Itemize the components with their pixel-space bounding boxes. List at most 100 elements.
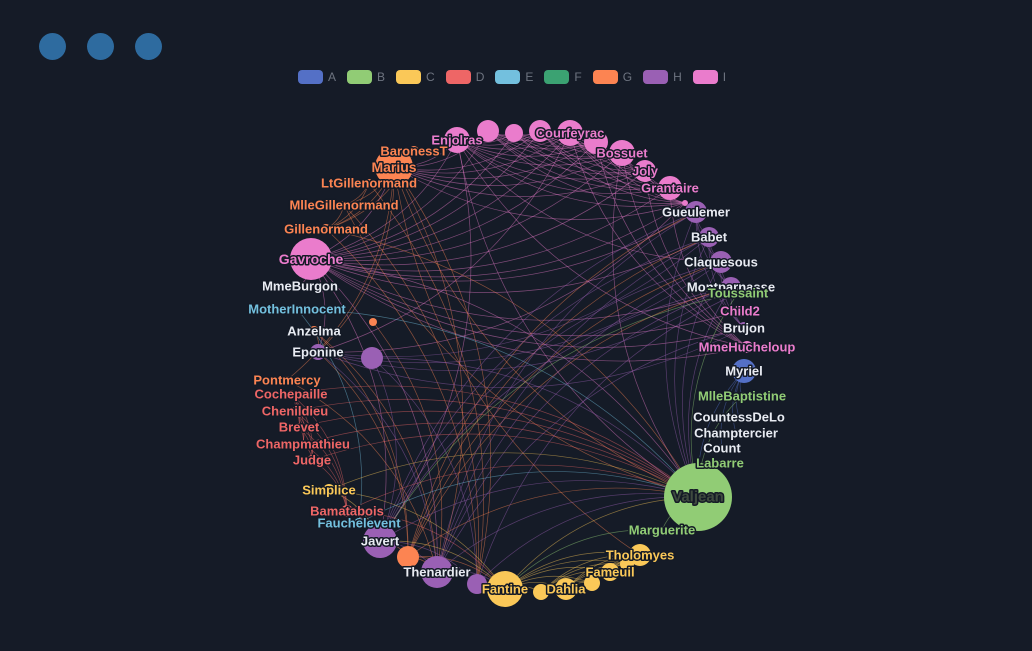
node-label-motherinnocent: MotherInnocent <box>248 302 346 317</box>
node-label-mmeburgon: MmeBurgon <box>262 279 338 294</box>
legend-swatch-C <box>396 70 422 84</box>
legend-label-C: C <box>426 70 435 84</box>
node-motherinnocent[interactable] <box>293 305 301 313</box>
node-joly[interactable] <box>634 160 656 182</box>
edge-mllegillenormand-valjean <box>343 204 699 498</box>
node-simplice[interactable] <box>323 484 335 496</box>
edge-cochepaille-valjean <box>290 385 699 498</box>
node-label-pontmercy: Pontmercy <box>253 373 321 388</box>
node-bamatabois[interactable] <box>341 505 353 517</box>
node-enjolras[interactable] <box>444 127 470 153</box>
edge-enjolras-bossuet <box>456 139 623 166</box>
node-myriel[interactable] <box>732 359 756 383</box>
edge-u2-joly <box>513 132 646 174</box>
node-eponine[interactable] <box>310 344 326 360</box>
node-dahlia[interactable] <box>555 578 577 600</box>
node-fantine[interactable] <box>487 571 523 607</box>
node-label-simplice: Simplice <box>302 483 355 498</box>
node-uy1[interactable] <box>533 584 549 600</box>
node-u4[interactable] <box>584 130 608 154</box>
node-toussaint[interactable] <box>734 289 742 297</box>
node-label-cochepaille: Cochepaille <box>255 387 328 402</box>
node-babet[interactable] <box>699 227 719 247</box>
edge-ltgillenormand-gillenormand <box>325 182 370 230</box>
legend-item-C[interactable]: C <box>396 70 435 84</box>
node-child2[interactable] <box>734 305 746 317</box>
edge-marius-eponine <box>317 166 395 353</box>
node-gavroche[interactable] <box>290 238 332 280</box>
node-mllegillenormand[interactable] <box>340 201 348 209</box>
edge-courfeyrac-marius <box>393 132 571 174</box>
node-mllebaptistine[interactable] <box>738 392 746 400</box>
legend-item-F[interactable]: F <box>544 70 582 84</box>
node-tholomyes[interactable] <box>629 544 651 566</box>
node-gillenormand[interactable] <box>321 224 331 234</box>
edge-judge-valjean <box>311 433 699 498</box>
node-valjean[interactable] <box>664 463 732 531</box>
node-label-babet: Babet <box>691 230 728 245</box>
node-fauchelevent[interactable] <box>354 518 364 528</box>
edge-marius-tholomyes <box>393 166 641 556</box>
node-u5[interactable] <box>682 200 688 206</box>
node-u2[interactable] <box>505 124 523 142</box>
node-courfeyrac[interactable] <box>557 120 583 146</box>
node-label-courfeyrac: Courfeyrac <box>536 126 605 141</box>
node-label-thenardier: Thenardier <box>403 565 470 580</box>
edge-ummethen-eponine <box>317 351 409 558</box>
edge-chenildieu-valjean <box>294 398 699 498</box>
edge-uo1-thenardier <box>372 321 443 573</box>
legend-item-E[interactable]: E <box>495 70 533 84</box>
legend-item-B[interactable]: B <box>347 70 385 84</box>
node-marguerite[interactable] <box>658 526 666 534</box>
node-champmathieu[interactable] <box>299 440 307 448</box>
legend-swatch-G <box>592 70 618 84</box>
node-label-grantaire: Grantaire <box>641 181 699 196</box>
node-brujon[interactable] <box>738 322 750 334</box>
node-label-fauchelevent: Fauchelevent <box>317 516 401 531</box>
node-ltgillenormand[interactable] <box>365 179 373 187</box>
node-cochepaille[interactable] <box>287 390 295 398</box>
node-grantaire[interactable] <box>658 176 682 200</box>
node-label-mllegillenormand: MlleGillenormand <box>289 198 398 213</box>
node-thenardier[interactable] <box>421 556 453 588</box>
node-judge[interactable] <box>307 455 317 465</box>
node-marius[interactable] <box>375 148 413 186</box>
node-u3[interactable] <box>529 120 551 142</box>
node-count[interactable] <box>718 444 726 452</box>
node-baronesst[interactable] <box>409 146 419 156</box>
node-claquesous[interactable] <box>710 251 732 273</box>
node-label-count: Count <box>703 441 741 456</box>
node-label-countessdelo: CountessDeLo <box>693 410 785 425</box>
legend-item-G[interactable]: G <box>592 70 632 84</box>
node-labarre[interactable] <box>717 460 723 466</box>
node-label-chenildieu: Chenildieu <box>262 404 329 419</box>
node-brevet[interactable] <box>295 423 303 431</box>
legend-item-A[interactable]: A <box>298 70 336 84</box>
edge-u4-marius <box>393 141 597 179</box>
node-bossuet[interactable] <box>609 140 635 166</box>
node-label-champtercier: Champtercier <box>694 426 778 441</box>
legend-item-D[interactable]: D <box>445 70 484 84</box>
legend-item-H[interactable]: H <box>643 70 682 84</box>
node-u1[interactable] <box>477 120 499 142</box>
node-mmeburgon[interactable] <box>296 282 304 290</box>
node-ummethen[interactable] <box>397 546 419 568</box>
node-ucosette[interactable] <box>467 574 487 594</box>
node-pontmercy[interactable] <box>283 376 291 384</box>
node-uw2[interactable] <box>361 347 383 369</box>
node-uy2[interactable] <box>584 575 600 591</box>
node-countessdelo[interactable] <box>736 414 742 420</box>
edge-enjolras-u4 <box>456 139 597 157</box>
node-gueulemer[interactable] <box>685 201 707 223</box>
node-mmehucheloup[interactable] <box>741 341 753 353</box>
legend-item-I[interactable]: I <box>692 70 726 84</box>
window-dot-3 <box>135 33 162 60</box>
node-javert[interactable] <box>363 524 397 558</box>
node-champtercier[interactable] <box>733 430 739 436</box>
edge-javert-valjean <box>379 480 699 542</box>
edge-u4-u5 <box>595 141 686 204</box>
node-uo1[interactable] <box>369 318 377 326</box>
node-anzelma[interactable] <box>309 326 319 336</box>
node-chenildieu[interactable] <box>291 407 299 415</box>
node-fameuil[interactable] <box>601 563 619 581</box>
